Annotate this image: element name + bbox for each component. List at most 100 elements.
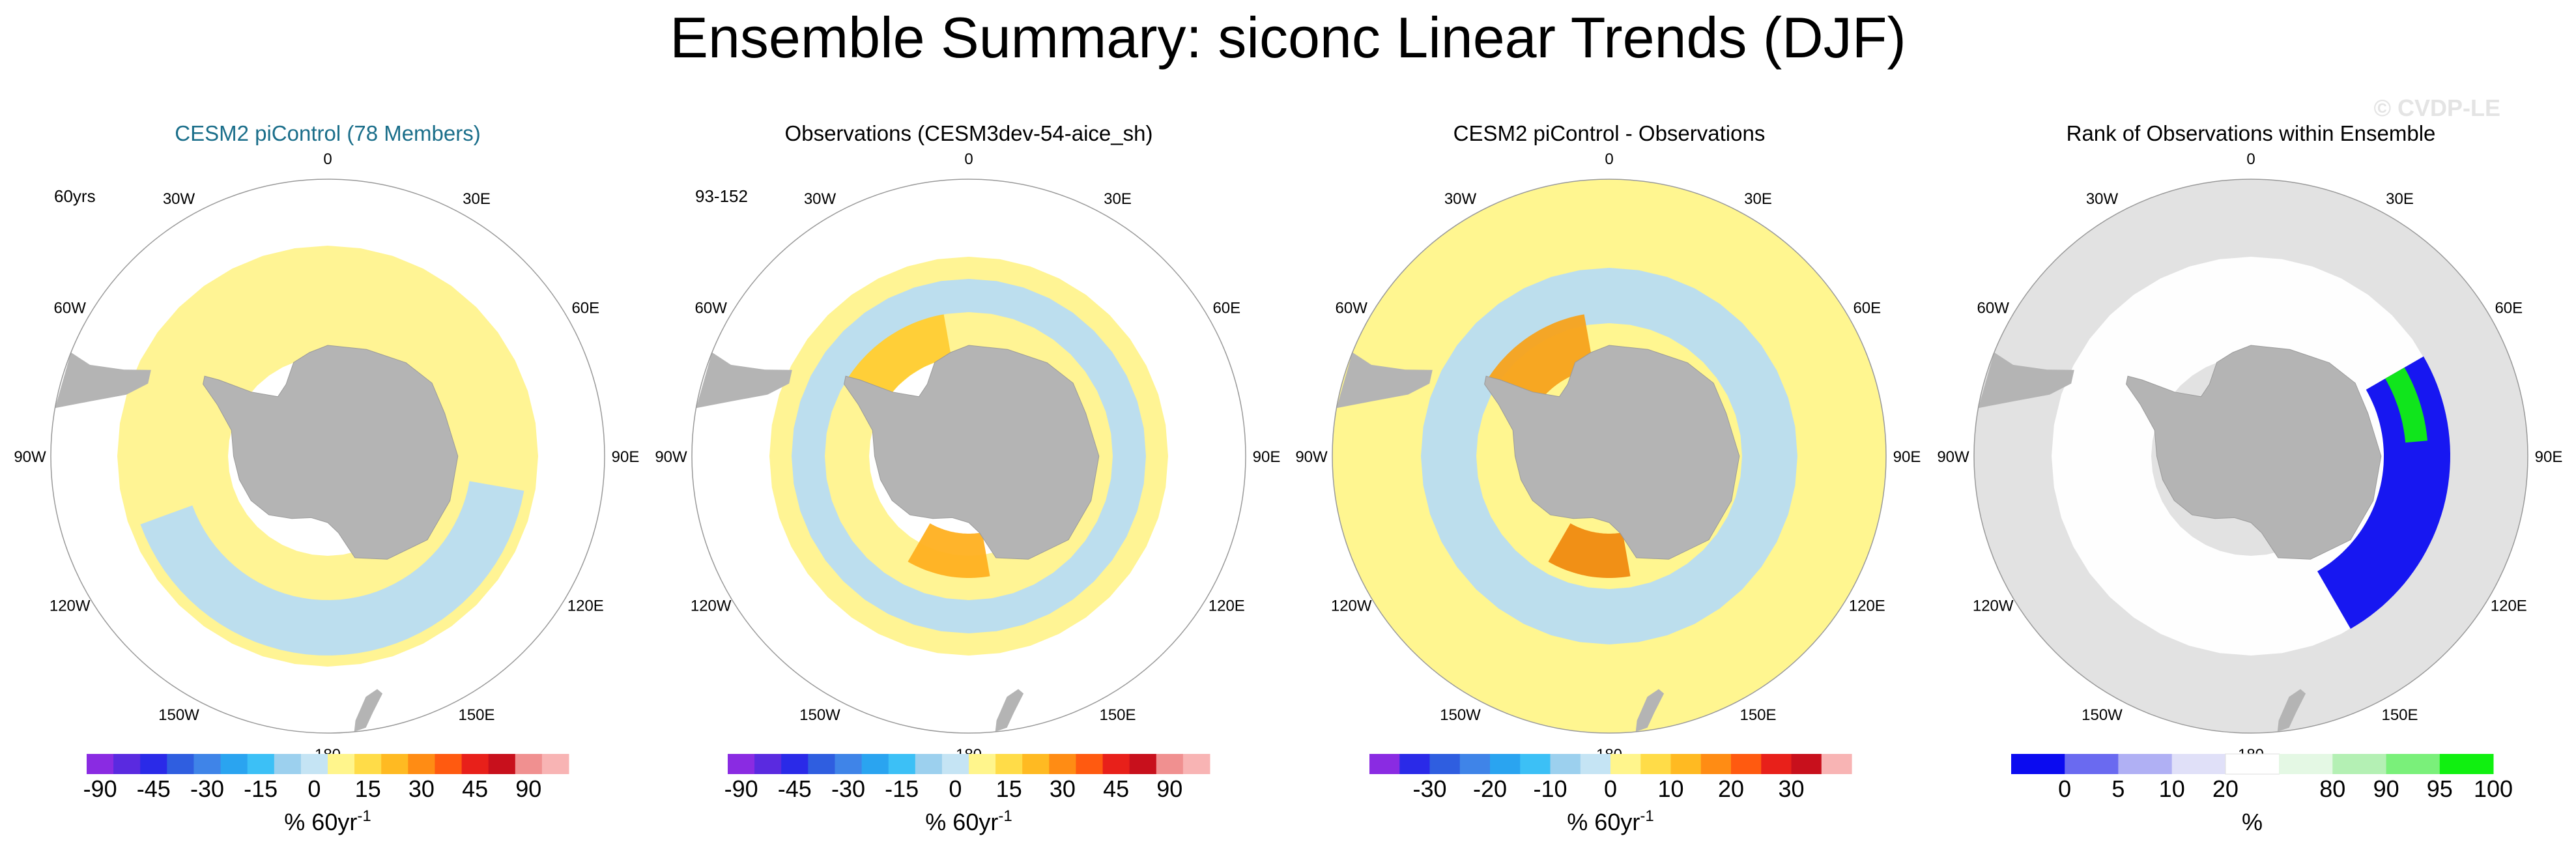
colorbar-tick-label: -30 bbox=[831, 775, 865, 802]
unit-text: % 60yr bbox=[1567, 809, 1640, 835]
colorbar-swatch bbox=[1761, 754, 1792, 774]
colorbar-swatch bbox=[1022, 754, 1050, 774]
trend-region-3 bbox=[1548, 523, 1631, 578]
longitude-label: 60E bbox=[1212, 300, 1240, 317]
longitude-label: 0 bbox=[323, 151, 332, 168]
colorbar-tick-label: 10 bbox=[1657, 775, 1683, 802]
longitude-label: 60E bbox=[2495, 300, 2523, 317]
longitude-label: 120W bbox=[50, 598, 91, 615]
longitude-label: 90E bbox=[612, 448, 640, 466]
longitude-label: 60W bbox=[54, 300, 87, 317]
trend-region-3 bbox=[908, 523, 990, 578]
longitude-label: 150E bbox=[1739, 706, 1776, 724]
colorbar-tick-label: -20 bbox=[1473, 775, 1507, 802]
colorbar-tick-label: 0 bbox=[308, 775, 321, 802]
colorbar-swatch bbox=[1399, 754, 1431, 774]
colorbar-swatch bbox=[2065, 754, 2119, 774]
colorbar-tick-label: -90 bbox=[724, 775, 758, 802]
colorbar-swatch bbox=[2332, 754, 2386, 774]
watermark: © CVDP-LE bbox=[2373, 94, 2500, 121]
colorbar-tick-label: 0 bbox=[949, 775, 962, 802]
colorbar-swatch bbox=[1102, 754, 1130, 774]
colorbar-tick-label: 90 bbox=[2373, 775, 2399, 802]
colorbar-tick-label: 90 bbox=[515, 775, 541, 802]
colorbar-swatch bbox=[87, 754, 114, 774]
colorbar-swatch bbox=[274, 754, 302, 774]
colorbar-swatch bbox=[1580, 754, 1611, 774]
colorbar-swatch bbox=[915, 754, 943, 774]
colorbar-swatch bbox=[1369, 754, 1400, 774]
longitude-label: 0 bbox=[1605, 151, 1613, 168]
new-zealand-land bbox=[1635, 689, 1665, 732]
map-panel-difference: CESM2 piControl - Observations 0 30E 60E 90E… bbox=[1295, 121, 1921, 835]
colorbar-tick-label: 30 bbox=[1778, 775, 1804, 802]
colorbar-swatch bbox=[1049, 754, 1076, 774]
panel-title: Observations (CESM3dev-54-aice_sh) bbox=[785, 121, 1153, 145]
unit-superscript: -1 bbox=[357, 807, 371, 825]
colorbar-swatch bbox=[193, 754, 221, 774]
colorbar-swatch bbox=[995, 754, 1023, 774]
colorbar-swatch bbox=[1182, 754, 1210, 774]
colorbar-swatch bbox=[2279, 754, 2333, 774]
colorbar-swatch bbox=[969, 754, 996, 774]
colorbar-swatch bbox=[2011, 754, 2065, 774]
colorbar-tick-label: 30 bbox=[408, 775, 435, 802]
longitude-label: 90W bbox=[655, 448, 687, 466]
figure-title: Ensemble Summary: siconc Linear Trends (… bbox=[670, 5, 1906, 70]
colorbar: -90 -45 -30 -15 0 15 30 45 90 % 60yr-1 bbox=[724, 754, 1210, 835]
colorbar-tick-label: 45 bbox=[1103, 775, 1129, 802]
colorbar-swatch bbox=[1459, 754, 1491, 774]
colorbar-swatch bbox=[2171, 754, 2226, 774]
south-america-land bbox=[1978, 352, 2074, 409]
longitude-label: 90E bbox=[2535, 448, 2563, 466]
colorbar-tick-label: 30 bbox=[1050, 775, 1076, 802]
map-boundary bbox=[50, 179, 605, 734]
colorbar-tick-label: 90 bbox=[1156, 775, 1182, 802]
period-label: 60yrs bbox=[54, 186, 96, 206]
antarctica-land bbox=[844, 345, 1100, 560]
longitude-label: 30E bbox=[1104, 190, 1132, 208]
colorbar-tick-label: -30 bbox=[1412, 775, 1446, 802]
trend-region-2 bbox=[844, 314, 952, 407]
longitude-label: 60W bbox=[695, 300, 728, 317]
colorbar-swatch bbox=[541, 754, 569, 774]
map-boundary bbox=[1973, 179, 2528, 734]
colorbar-swatch bbox=[754, 754, 782, 774]
colorbar-tick-label: 80 bbox=[2319, 775, 2345, 802]
antarctica-land bbox=[2126, 345, 2382, 560]
longitude-label: 0 bbox=[964, 151, 973, 168]
colorbar-swatch bbox=[2225, 753, 2280, 775]
colorbar-swatch bbox=[167, 754, 194, 774]
colorbar-swatch bbox=[247, 754, 275, 774]
longitude-label: 120E bbox=[567, 598, 604, 615]
longitude-label: 30W bbox=[1444, 190, 1477, 208]
colorbar: 0 5 10 20 80 90 95 100% bbox=[2011, 753, 2513, 835]
colorbar-swatch bbox=[781, 754, 809, 774]
trend-region-1 bbox=[140, 481, 524, 656]
longitude-label: 120W bbox=[1973, 598, 2014, 615]
colorbar-swatch bbox=[1640, 754, 1672, 774]
colorbar-tick-label: -15 bbox=[885, 775, 919, 802]
longitude-label: 120E bbox=[1849, 598, 1885, 615]
colorbar-swatch bbox=[1821, 754, 1852, 774]
longitude-label: 90W bbox=[1937, 448, 1969, 466]
colorbar-tick-label: 0 bbox=[1604, 775, 1617, 802]
longitude-label: 30E bbox=[463, 190, 491, 208]
longitude-label: 90W bbox=[14, 448, 46, 466]
new-zealand-land bbox=[995, 689, 1024, 732]
colorbar-swatch bbox=[728, 754, 755, 774]
map-field bbox=[1332, 179, 1886, 733]
colorbar-swatch bbox=[408, 754, 435, 774]
colorbar-swatch bbox=[300, 754, 328, 774]
colorbar-swatch bbox=[861, 754, 889, 774]
colorbar-unit-label: % 60yr-1 bbox=[1567, 807, 1653, 835]
map-boundary bbox=[691, 179, 1246, 734]
colorbar-tick-label: 45 bbox=[462, 775, 488, 802]
colorbar-swatch bbox=[220, 754, 248, 774]
colorbar-swatch bbox=[328, 754, 355, 774]
colorbar-swatch bbox=[1700, 754, 1732, 774]
colorbar-tick-label: 10 bbox=[2159, 775, 2185, 802]
longitude-label: 150E bbox=[458, 706, 494, 724]
longitude-label: 60E bbox=[1853, 300, 1881, 317]
colorbar: -90 -45 -30 -15 0 15 30 45 90 % 60yr-1 bbox=[83, 754, 569, 835]
